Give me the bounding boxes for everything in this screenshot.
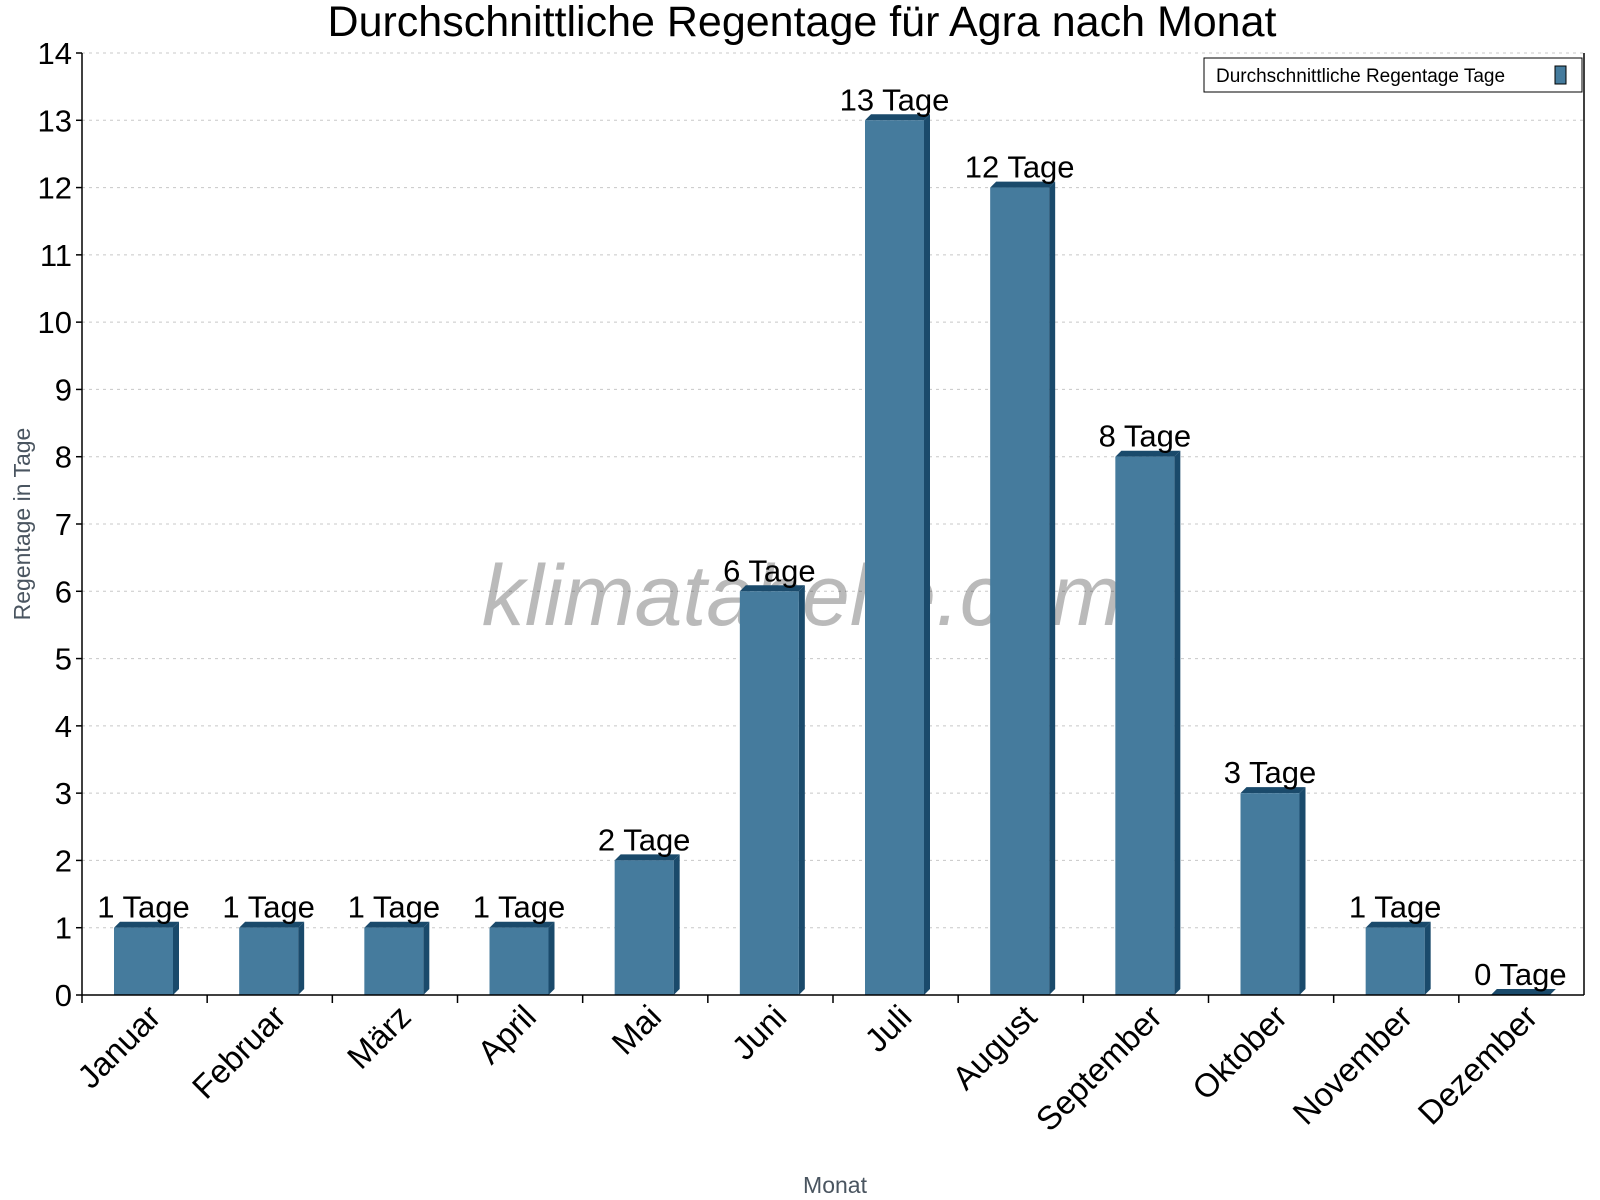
x-tick-label: September <box>1029 998 1169 1138</box>
bar-group: 1 Tage <box>473 890 566 995</box>
bar-group: 6 Tage <box>723 553 816 995</box>
data-label: 2 Tage <box>598 822 691 857</box>
bar-group: 1 Tage <box>1349 890 1442 995</box>
bar-top <box>1365 921 1431 928</box>
x-axis-label: Monat <box>803 1172 868 1198</box>
data-label: 0 Tage <box>1474 957 1567 992</box>
bar-group: 1 Tage <box>348 890 441 995</box>
y-tick-label: 5 <box>55 642 72 677</box>
bar-top <box>364 921 430 928</box>
legend-label: Durchschnittliche Regentage Tage <box>1216 66 1505 87</box>
bar-group: 12 Tage <box>965 150 1075 996</box>
bar-top <box>1240 787 1306 794</box>
bar <box>1115 456 1175 995</box>
bar-side <box>173 921 179 995</box>
bar-side <box>673 854 680 995</box>
bar-top <box>739 585 805 592</box>
data-label: 8 Tage <box>1099 419 1192 454</box>
bar <box>1240 793 1300 995</box>
bar-group: 8 Tage <box>1099 419 1192 995</box>
data-label: 12 Tage <box>965 150 1075 185</box>
y-tick-label: 9 <box>55 372 72 407</box>
bar-side <box>798 585 805 995</box>
data-label: 3 Tage <box>1224 755 1317 790</box>
bar-top <box>489 921 555 928</box>
x-tick-label: März <box>340 998 418 1076</box>
y-tick-label: 0 <box>55 978 72 1013</box>
y-tick-label: 1 <box>55 911 72 946</box>
data-label: 1 Tage <box>97 890 190 925</box>
bar-side <box>423 921 430 995</box>
x-tick-label: November <box>1285 998 1419 1132</box>
chart-title: Durchschnittliche Regentage für Agra nac… <box>328 0 1277 46</box>
bar <box>239 927 299 995</box>
x-tick-label: Juli <box>857 998 918 1059</box>
bar-side <box>548 921 555 995</box>
x-tick-label: Juni <box>724 998 793 1067</box>
bar <box>114 927 173 995</box>
data-label: 6 Tage <box>723 553 816 588</box>
y-axis-label: Regentage in Tage <box>9 428 35 621</box>
y-tick-label: 4 <box>55 709 72 744</box>
bar-top <box>614 854 680 861</box>
y-tick-label: 10 <box>38 305 72 340</box>
bar-top <box>239 921 305 928</box>
bar-group: 2 Tage <box>598 822 691 995</box>
legend-box <box>1203 57 1583 93</box>
bar <box>364 927 424 995</box>
bar <box>614 860 674 995</box>
data-label: 13 Tage <box>840 82 950 117</box>
bar-group: 13 Tage <box>840 82 950 996</box>
bar-side <box>298 921 305 995</box>
y-tick-label: 12 <box>38 171 72 206</box>
bar-group: 1 Tage <box>97 890 190 995</box>
bar-side <box>1424 921 1431 995</box>
bar-side <box>1174 450 1181 995</box>
data-label: 1 Tage <box>473 890 566 925</box>
y-tick-label: 11 <box>40 238 72 273</box>
bar-top <box>990 181 1056 188</box>
bar <box>865 120 924 996</box>
y-tick-label: 13 <box>38 103 72 138</box>
x-tick-label: August <box>945 998 1044 1097</box>
x-tick-label: Oktober <box>1185 998 1294 1107</box>
y-tick-label: 6 <box>55 574 72 609</box>
x-tick-label: Dezember <box>1411 998 1545 1132</box>
bar-group: 3 Tage <box>1224 755 1317 995</box>
y-tick-label: 7 <box>55 507 72 542</box>
bar-side <box>924 114 930 996</box>
bar-top <box>114 921 179 928</box>
legend-swatch <box>1554 65 1567 85</box>
y-tick-label: 14 <box>38 36 72 71</box>
x-tick-label: Mai <box>604 998 668 1062</box>
bar-side <box>1299 787 1306 995</box>
y-tick-label: 2 <box>55 843 72 878</box>
y-tick-label: 8 <box>55 440 72 475</box>
bar-group: 0 Tage <box>1474 957 1567 996</box>
bar <box>489 927 549 995</box>
y-tick-label: 3 <box>55 776 72 811</box>
data-label: 1 Tage <box>222 890 315 925</box>
bar <box>990 187 1050 996</box>
bar <box>739 591 799 995</box>
bar-top <box>1490 989 1556 995</box>
bar-group: 1 Tage <box>222 890 315 995</box>
x-tick-label: Februar <box>185 998 293 1106</box>
data-label: 1 Tage <box>348 890 441 925</box>
x-tick-label: Januar <box>70 998 168 1096</box>
bar-top <box>1115 450 1181 457</box>
data-label: 1 Tage <box>1349 890 1442 925</box>
bar-side <box>1049 181 1056 996</box>
legend: Durchschnittliche Regentage Tage <box>1203 57 1583 93</box>
bar-top <box>865 114 930 121</box>
bar <box>1365 927 1425 995</box>
x-tick-label: April <box>470 998 543 1071</box>
